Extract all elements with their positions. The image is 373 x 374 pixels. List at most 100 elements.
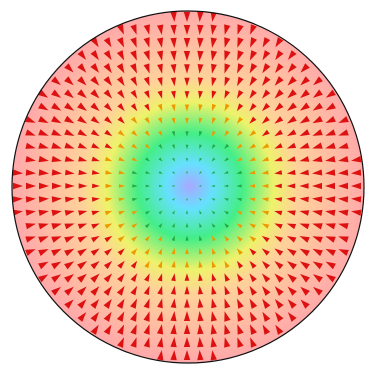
vector-arrow (261, 116, 270, 124)
vector-arrow (103, 298, 112, 309)
vector-arrow (210, 11, 217, 22)
vector-arrow (64, 129, 75, 136)
vector-arrow (274, 260, 284, 270)
vector-arrow (198, 248, 203, 255)
vector-arrow (51, 286, 61, 296)
vector-arrow (144, 260, 150, 269)
vector-arrow (338, 196, 349, 203)
vector-arrow (287, 50, 297, 60)
vector-arrow (51, 223, 62, 230)
vector-arrow (184, 64, 190, 74)
vector-arrow (224, 324, 231, 335)
vector-arrow (143, 285, 150, 296)
vector-arrow (325, 89, 336, 98)
vector-arrow (224, 50, 231, 61)
vector-arrow (158, 171, 163, 174)
vector-arrow (198, 104, 203, 112)
vector-arrow (299, 196, 309, 203)
vector-arrow (52, 182, 62, 190)
vector-arrow (186, 197, 188, 201)
vector-arrow (224, 157, 229, 162)
vector-arrow (131, 210, 138, 215)
vector-arrow (237, 337, 244, 348)
vector-arrow (38, 155, 49, 163)
vector-arrow (210, 50, 218, 61)
vector-arrow (130, 260, 138, 269)
vector-arrow (237, 63, 244, 74)
vector-arrow (197, 350, 204, 361)
vector-arrow (170, 311, 177, 322)
vector-arrow (144, 235, 150, 242)
vector-arrow (237, 285, 244, 296)
vector-arrow (286, 115, 297, 124)
vector-arrow (224, 223, 230, 229)
vector-arrow (157, 285, 163, 295)
vector-arrow (224, 285, 231, 296)
vector-arrow (312, 223, 323, 230)
vector-arrow (249, 130, 257, 137)
vector-arrow (197, 50, 204, 61)
vector-arrow (38, 196, 49, 203)
vector-arrow (275, 50, 284, 61)
vector-arrow (116, 50, 125, 61)
vector-arrow (118, 210, 125, 215)
vector-arrow (77, 63, 87, 73)
vector-arrow (274, 76, 284, 86)
vector-arrow (104, 248, 113, 256)
vector-arrow (224, 210, 229, 215)
vector-arrow (236, 235, 243, 242)
vector-arrow (286, 142, 297, 149)
vector-arrow (286, 248, 297, 256)
vector-arrow (77, 312, 87, 322)
vector-arrow (338, 209, 349, 216)
vector-arrow (184, 77, 190, 87)
vector-arrow (38, 116, 49, 124)
vector-arrow (77, 248, 88, 257)
vector-arrow (338, 236, 349, 243)
vector-arrow (274, 170, 283, 175)
vector-arrow (64, 89, 74, 99)
vector-arrow (261, 170, 269, 175)
vector-arrow (64, 63, 74, 73)
vector-arrow (274, 89, 284, 99)
vector-arrow (105, 197, 113, 202)
vector-arrow (249, 63, 258, 74)
vector-arrow (338, 249, 349, 256)
vector-arrow (158, 157, 163, 162)
vector-arrow (185, 210, 188, 214)
vector-arrow (236, 273, 244, 282)
vector-arrow (116, 311, 125, 322)
vector-arrow (116, 298, 125, 309)
vector-arrow (261, 273, 271, 283)
vector-arrow (261, 210, 269, 216)
vector-arrow (199, 222, 202, 228)
vector-arrow (351, 209, 362, 216)
vector-arrow (236, 223, 243, 229)
vector-arrow (25, 169, 36, 176)
vector-arrow (25, 196, 36, 203)
vector-arrow (325, 142, 336, 149)
vector-arrow (325, 261, 336, 270)
vector-arrow (104, 235, 113, 243)
vector-arrow (131, 248, 138, 256)
vector-arrow (287, 261, 297, 270)
vector-arrow (51, 129, 62, 136)
vector-arrow (51, 102, 62, 111)
vector-arrow (262, 37, 271, 48)
vector-arrow (286, 196, 296, 203)
vector-arrow (38, 249, 49, 256)
vector-arrow (38, 223, 49, 230)
vector-arrow (144, 223, 150, 229)
vector-arrow (249, 273, 257, 283)
vector-arrow (158, 198, 163, 201)
vector-arrow (90, 248, 100, 256)
vector-arrow (325, 182, 335, 190)
vector-arrow (145, 210, 151, 215)
vector-arrow (261, 156, 270, 162)
vector-arrow (158, 144, 163, 150)
vector-arrow (90, 273, 100, 283)
vector-arrow (38, 142, 49, 149)
vector-arrow (249, 260, 257, 269)
vector-arrow (197, 77, 204, 87)
vector-arrow (211, 63, 217, 74)
